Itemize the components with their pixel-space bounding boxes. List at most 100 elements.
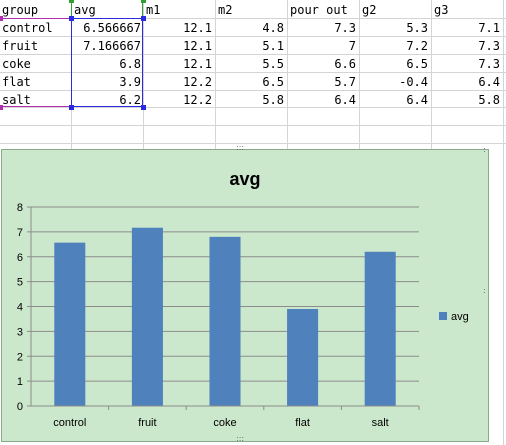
range-resize-handle[interactable]	[141, 0, 146, 3]
cell-g3[interactable]: 7.1	[478, 21, 500, 35]
legend-swatch	[439, 312, 447, 320]
chart-resize-grip-corner[interactable]: :	[483, 145, 486, 154]
x-tick-label: coke	[213, 417, 236, 429]
cell-g3[interactable]: 7.3	[478, 39, 500, 53]
cell-g2[interactable]: 6.4	[406, 93, 428, 107]
row-divider	[0, 107, 506, 108]
cell-avg[interactable]: 7.166667	[83, 39, 141, 53]
cell-m1[interactable]: 12.2	[183, 93, 212, 107]
header-cell-group[interactable]: group	[2, 3, 39, 17]
range-resize-handle[interactable]	[69, 105, 74, 110]
chart-resize-grip-right[interactable]: :	[483, 286, 486, 295]
row-divider	[0, 90, 506, 91]
chart-resize-grip-bottom[interactable]: :::	[236, 434, 245, 443]
row-divider	[0, 72, 506, 73]
header-cell-avg[interactable]: avg	[74, 3, 96, 17]
y-tick-label: 1	[17, 376, 23, 388]
cell-m2[interactable]: 6.5	[262, 75, 284, 89]
bars	[54, 227, 396, 406]
bar-coke[interactable]	[209, 236, 241, 406]
cell-pour-out[interactable]: 5.7	[334, 75, 356, 89]
bar-chart: avg 0 1 2 3 4 5 6 7 8 control fruit coke flat salt av…	[17, 169, 469, 429]
cell-avg[interactable]: 6.8	[119, 57, 141, 71]
cell-pour-out[interactable]: 7.3	[334, 21, 356, 35]
row-divider	[0, 143, 506, 144]
column-divider	[431, 0, 432, 149]
range-resize-handle[interactable]	[69, 0, 74, 3]
row-divider	[0, 125, 506, 126]
row-divider	[0, 54, 506, 55]
cell-avg[interactable]: 6.566667	[83, 21, 141, 35]
cell-m1[interactable]: 12.1	[183, 57, 212, 71]
y-tick-label: 5	[17, 277, 23, 289]
header-cell-m1[interactable]: m1	[146, 3, 161, 17]
cell-avg[interactable]: 6.2	[119, 93, 141, 107]
column-divider	[215, 0, 216, 149]
cell-g3[interactable]: 6.4	[478, 75, 500, 89]
cell-m2[interactable]: 4.8	[262, 21, 284, 35]
row-divider	[0, 36, 506, 37]
cell-pour-out[interactable]: 7	[348, 39, 356, 53]
cell-m2[interactable]: 5.1	[262, 39, 284, 53]
cell-group[interactable]: flat	[2, 75, 31, 89]
header-cell-g3[interactable]: g3	[434, 3, 449, 17]
x-tick-label: fruit	[138, 417, 156, 429]
chart-resize-grip-corner[interactable]: :	[0, 146, 1, 154]
y-tick-label: 0	[17, 401, 23, 413]
cell-avg[interactable]: 3.9	[119, 75, 141, 89]
range-resize-handle[interactable]	[0, 105, 3, 110]
legend[interactable]: avg	[439, 311, 469, 323]
y-tick-label: 8	[17, 202, 23, 214]
range-resize-handle[interactable]	[141, 16, 146, 21]
bar-salt[interactable]	[364, 251, 396, 406]
cell-m1[interactable]: 12.1	[183, 39, 212, 53]
cell-g2[interactable]: 7.2	[406, 39, 428, 53]
row-divider	[0, 18, 506, 19]
y-tick-label: 6	[17, 252, 23, 264]
cell-g3[interactable]: 7.3	[478, 57, 500, 71]
cell-group[interactable]: salt	[2, 93, 31, 107]
cell-group[interactable]: fruit	[2, 39, 39, 53]
bar-fruit[interactable]	[131, 227, 163, 406]
column-divider	[143, 0, 144, 149]
cell-group[interactable]: control	[2, 21, 53, 35]
cell-g2[interactable]: 6.5	[406, 57, 428, 71]
range-resize-handle[interactable]	[69, 16, 74, 21]
chart-title[interactable]: avg	[229, 169, 260, 189]
cell-m1[interactable]: 12.1	[183, 21, 212, 35]
cell-pour-out[interactable]: 6.6	[334, 57, 356, 71]
bar-control[interactable]	[54, 242, 86, 406]
cell-g2[interactable]: -0.4	[399, 75, 428, 89]
x-tick-label: salt	[372, 417, 389, 429]
bar-flat[interactable]	[287, 308, 319, 406]
cell-group[interactable]: coke	[2, 57, 31, 71]
range-resize-handle[interactable]	[0, 16, 3, 21]
legend-label: avg	[451, 311, 469, 323]
x-tick-label: flat	[295, 417, 310, 429]
column-divider	[359, 0, 360, 149]
series-name-range-highlight[interactable]	[71, 0, 143, 18]
x-tick-label: control	[53, 417, 86, 429]
category-range-highlight[interactable]	[0, 18, 71, 107]
header-cell-g2[interactable]: g2	[362, 3, 377, 17]
cell-g3[interactable]: 5.8	[478, 93, 500, 107]
column-divider	[287, 0, 288, 149]
range-resize-handle[interactable]	[141, 105, 146, 110]
y-tick-label: 7	[17, 227, 23, 239]
axes: 0 1 2 3 4 5 6 7 8 control fruit coke flat salt	[17, 202, 420, 429]
cell-m2[interactable]: 5.8	[262, 93, 284, 107]
cell-g2[interactable]: 5.3	[406, 21, 428, 35]
y-tick-label: 3	[17, 326, 23, 338]
chart-resize-grip-top[interactable]: :::	[236, 143, 245, 152]
header-cell-pour-out[interactable]: pour out	[290, 3, 348, 17]
cell-m2[interactable]: 5.5	[262, 57, 284, 71]
cell-m1[interactable]: 12.2	[183, 75, 212, 89]
cell-pour-out[interactable]: 6.4	[334, 93, 356, 107]
column-divider	[503, 0, 504, 445]
y-tick-label: 4	[17, 302, 23, 314]
values-range-highlight[interactable]	[71, 18, 143, 107]
y-tick-label: 2	[17, 351, 23, 363]
header-cell-m2[interactable]: m2	[218, 3, 233, 17]
embedded-chart[interactable]: avg 0 1 2 3 4 5 6 7 8 control fruit coke flat salt av…	[0, 144, 489, 443]
